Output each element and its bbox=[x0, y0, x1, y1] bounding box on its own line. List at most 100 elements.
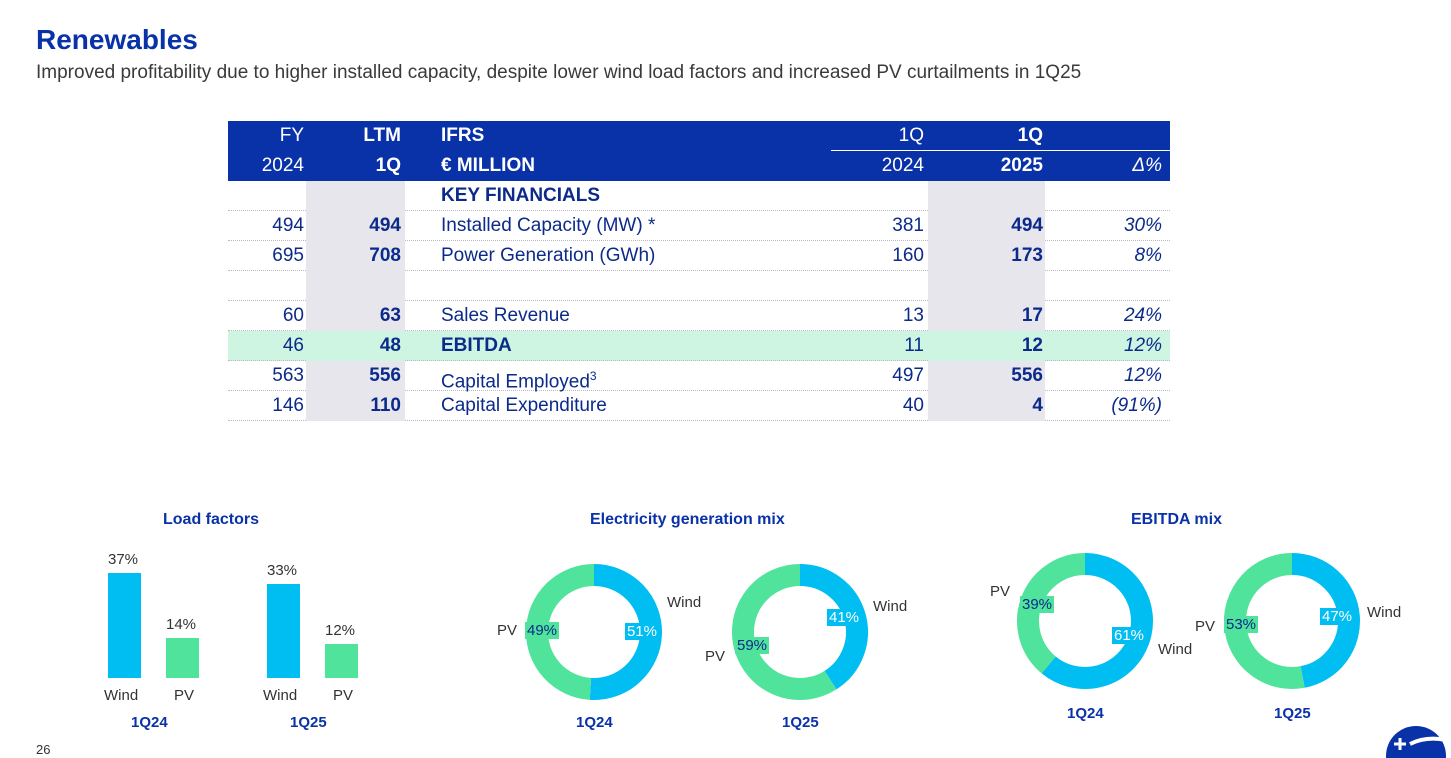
bar-pv-1q24 bbox=[166, 638, 199, 678]
row-label: EBITDA bbox=[441, 335, 512, 356]
cell-fy-2024: 146 bbox=[272, 395, 304, 416]
cell-ltm-1q bbox=[306, 271, 401, 301]
slice-percent-label: 51% bbox=[625, 623, 660, 640]
bar-category-label: PV bbox=[174, 687, 195, 704]
row-label: Sales Revenue bbox=[441, 305, 570, 326]
cell-fy-2024 bbox=[228, 271, 304, 301]
cell-fy-2024: 46 bbox=[282, 335, 304, 356]
cell-1q-2025: 12 bbox=[1021, 335, 1043, 356]
table-row bbox=[228, 271, 1170, 301]
cell-1q-2024: 381 bbox=[892, 215, 924, 236]
slice-name-label: Wind bbox=[873, 598, 908, 615]
header-year-fy: 2024 bbox=[261, 155, 304, 176]
cell-1q-2025: 4 bbox=[1032, 395, 1043, 416]
slice-wind bbox=[799, 564, 868, 690]
cell-1q-2024: 13 bbox=[902, 305, 924, 326]
q25-shade bbox=[928, 181, 1045, 211]
slice-percent-label: 49% bbox=[525, 622, 560, 639]
generation-mix-title: Electricity generation mix bbox=[590, 511, 785, 528]
header-ltm: LTM bbox=[363, 125, 401, 146]
q25-shade bbox=[928, 331, 1045, 361]
q25-shade bbox=[928, 361, 1045, 391]
cell-delta: 24% bbox=[1123, 305, 1162, 326]
cell-1q-2024: 160 bbox=[892, 245, 924, 266]
table-body: 494 494 Installed Capacity (MW) * 381 494 30%… bbox=[228, 211, 1170, 421]
period-label: 1Q24 bbox=[131, 714, 168, 731]
cell-1q-2025: 173 bbox=[1011, 245, 1043, 266]
bar-category-label: PV bbox=[333, 687, 354, 704]
header-delta-blank bbox=[1046, 121, 1162, 151]
cell-1q-2024: 497 bbox=[892, 365, 924, 386]
ltm-shade bbox=[306, 361, 405, 391]
cell-1q-2024 bbox=[831, 271, 924, 301]
row-label: Power Generation (GWh) bbox=[441, 245, 656, 266]
slice-percent-label: 61% bbox=[1112, 627, 1147, 644]
header-year-2024: 2024 bbox=[881, 155, 924, 176]
header-year-2025: 2025 bbox=[1000, 155, 1043, 176]
cell-1q-2024: 11 bbox=[904, 335, 924, 356]
header-divider bbox=[831, 150, 1170, 151]
q25-shade bbox=[928, 241, 1045, 271]
table-header-row-1: FY LTM IFRS 1Q 1Q bbox=[228, 121, 1170, 151]
financials-table: FY LTM IFRS 1Q 1Q 2024 1Q € MILLION 2024… bbox=[228, 121, 1170, 421]
row-label: Capital Expenditure bbox=[441, 395, 607, 416]
ltm-shade bbox=[306, 181, 405, 211]
slice-name-label: PV bbox=[705, 648, 726, 665]
table-row: 60 63 Sales Revenue 13 17 24% bbox=[228, 301, 1170, 331]
slice-percent-label: 41% bbox=[827, 609, 862, 626]
slice-name-label: Wind bbox=[1158, 641, 1193, 658]
slice-wind bbox=[1041, 553, 1153, 689]
header-unit: € MILLION bbox=[441, 155, 535, 176]
slice-name-label: Wind bbox=[1367, 604, 1402, 621]
bar-value-label: 33% bbox=[267, 561, 298, 579]
ebitda-mix-title: EBITDA mix bbox=[1131, 511, 1222, 528]
header-ifrs: IFRS bbox=[441, 125, 485, 146]
q25-shade bbox=[928, 301, 1045, 331]
table-row: 563 556 Capital Employed3 497 556 12% bbox=[228, 361, 1170, 392]
slice-percent-label: 39% bbox=[1020, 596, 1055, 613]
slice-name-label: PV bbox=[1195, 618, 1216, 635]
header-fy: FY bbox=[279, 125, 304, 146]
cell-ltm-1q: 494 bbox=[369, 215, 401, 236]
cell-delta: 12% bbox=[1123, 335, 1162, 356]
cell-ltm-1q: 110 bbox=[370, 395, 401, 416]
ltm-shade bbox=[306, 211, 405, 241]
bar-wind-1q24 bbox=[108, 572, 141, 678]
ltm-shade bbox=[306, 391, 405, 421]
cell-fy-2024: 563 bbox=[272, 365, 304, 386]
bar-category-label: Wind bbox=[104, 687, 139, 704]
header-q-2025: 1Q bbox=[1017, 125, 1043, 146]
table-row: 695 708 Power Generation (GWh) 160 173 8% bbox=[228, 241, 1170, 271]
cell-1q-2025: 556 bbox=[1011, 365, 1043, 386]
cell-delta bbox=[1046, 271, 1162, 301]
cell-1q-2025 bbox=[928, 271, 1043, 301]
donut-chart-1q24 bbox=[1017, 553, 1153, 689]
section-row: KEY FINANCIALS bbox=[228, 181, 1170, 211]
header-ltm-q: 1Q bbox=[375, 155, 401, 176]
donut-chart-1q25 bbox=[732, 564, 868, 700]
cell-fy-2024: 60 bbox=[282, 305, 304, 326]
q25-shade bbox=[928, 211, 1045, 241]
cell-delta: 8% bbox=[1134, 245, 1162, 266]
bar-wind-1q25 bbox=[267, 583, 300, 678]
slice-pv bbox=[1017, 553, 1086, 674]
row-label: Installed Capacity (MW) * bbox=[441, 215, 656, 236]
slice-percent-label: 47% bbox=[1320, 608, 1355, 625]
page-subtitle: Improved profitability due to higher ins… bbox=[36, 62, 1082, 83]
cell-1q-2025: 494 bbox=[1011, 215, 1043, 236]
bar-value-label: 37% bbox=[108, 550, 139, 568]
ltm-shade bbox=[306, 331, 405, 361]
footnote-marker: 3 bbox=[589, 369, 597, 383]
cell-fy-2024: 695 bbox=[272, 245, 304, 266]
cell-ltm-1q: 708 bbox=[369, 245, 401, 266]
period-label: 1Q25 bbox=[1274, 705, 1311, 722]
slice-percent-label: 59% bbox=[735, 637, 770, 654]
cell-ltm-1q: 63 bbox=[379, 305, 401, 326]
period-label: 1Q25 bbox=[290, 714, 327, 731]
cell-delta: 12% bbox=[1123, 365, 1162, 386]
table-header-row-2: 2024 1Q € MILLION 2024 2025 Δ% bbox=[228, 151, 1170, 181]
period-label: 1Q25 bbox=[782, 714, 819, 731]
q25-shade bbox=[928, 271, 1045, 301]
section-title: KEY FINANCIALS bbox=[441, 185, 601, 206]
header-delta: Δ% bbox=[1132, 155, 1162, 176]
